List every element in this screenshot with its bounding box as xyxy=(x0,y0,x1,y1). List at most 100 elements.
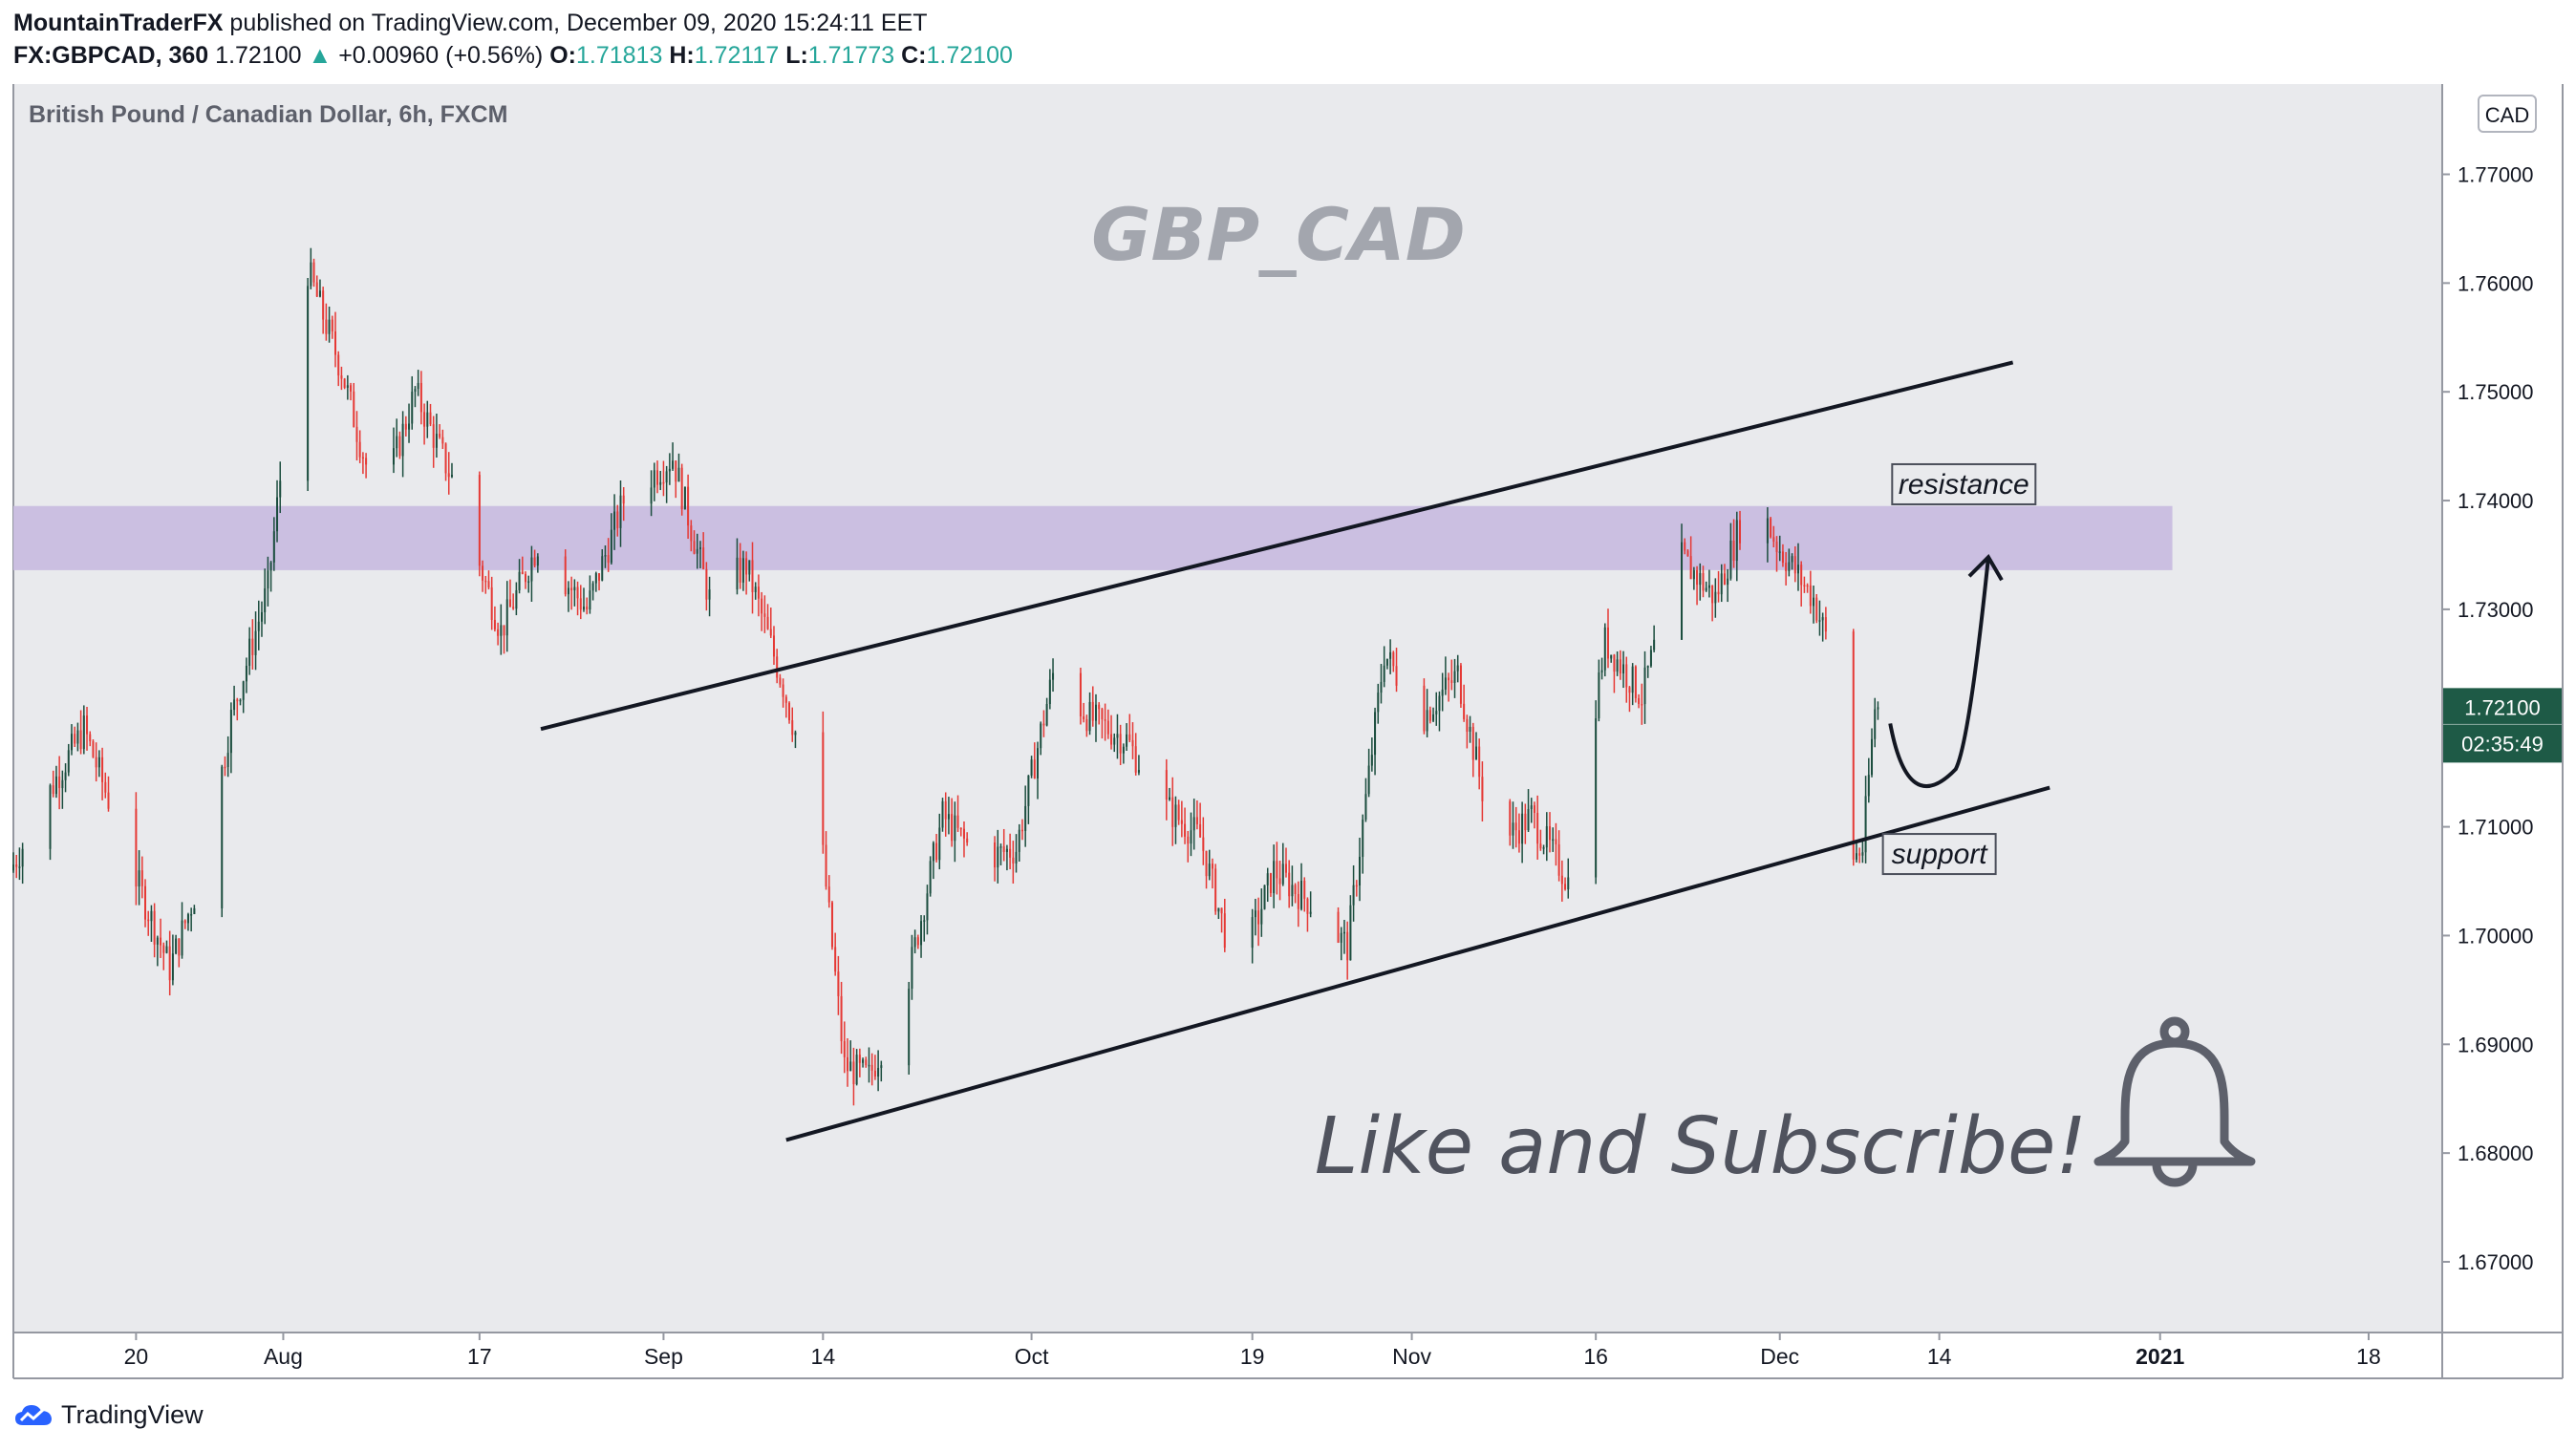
candle-body xyxy=(1778,551,1781,553)
candle-body xyxy=(994,842,997,868)
candle-body xyxy=(1015,851,1018,864)
support-label: support xyxy=(1892,839,1989,870)
time-tick-label: 17 xyxy=(467,1344,492,1369)
candle-body xyxy=(1220,907,1223,914)
currency-badge[interactable]: CAD xyxy=(2478,95,2537,133)
candle-body xyxy=(1800,565,1803,586)
candle-body xyxy=(1649,650,1652,667)
candle-body xyxy=(1266,873,1269,885)
candle-body xyxy=(97,757,100,768)
candle-body xyxy=(322,290,325,320)
time-tick-label: Oct xyxy=(1015,1344,1049,1369)
candle-body xyxy=(868,1064,870,1067)
candle-body xyxy=(665,471,668,483)
candle-body xyxy=(1469,726,1471,732)
candle-body xyxy=(107,792,110,809)
candle-body xyxy=(276,497,279,532)
candle-body xyxy=(79,730,82,750)
candle-body xyxy=(181,920,183,956)
tradingview-logo[interactable]: TradingView xyxy=(13,1400,204,1430)
candle-body xyxy=(1444,677,1447,690)
candle-body xyxy=(419,382,422,413)
candle-body xyxy=(1527,808,1530,831)
candle-body xyxy=(1079,672,1082,717)
candle-body xyxy=(435,434,438,448)
bell-icon xyxy=(2093,1016,2256,1187)
price-tick-label: 1.77000 xyxy=(2458,162,2534,186)
candle-body xyxy=(1564,884,1567,890)
candle-body xyxy=(769,629,772,636)
author-name[interactable]: MountainTraderFX xyxy=(13,10,224,36)
candle-body xyxy=(353,391,355,427)
candle-body xyxy=(61,779,64,789)
candle-body xyxy=(613,511,616,530)
time-tick-label: 20 xyxy=(124,1344,149,1369)
candle-body xyxy=(794,732,797,736)
candle-body xyxy=(1852,631,1855,860)
candle-body xyxy=(1260,908,1263,925)
candle-body xyxy=(1180,820,1183,824)
candle-body xyxy=(1364,794,1367,821)
candle-body xyxy=(1512,822,1514,836)
open-value: 1.71813 xyxy=(576,42,663,69)
candle-body xyxy=(1441,689,1444,696)
candle-body xyxy=(221,766,224,908)
candle-body xyxy=(15,864,18,867)
candle-body xyxy=(165,946,168,953)
publish-info: MountainTraderFX published on TradingVie… xyxy=(13,8,928,38)
plot-area[interactable] xyxy=(13,84,2442,1333)
candle-body xyxy=(858,1055,861,1063)
candle-body xyxy=(1134,746,1137,773)
candle-body xyxy=(444,443,447,474)
candle-body xyxy=(1552,839,1555,842)
candle-body xyxy=(58,776,61,789)
candle-body xyxy=(877,1068,880,1077)
candle-body xyxy=(147,919,150,922)
upper-trendline[interactable] xyxy=(540,360,2014,732)
candle-body xyxy=(1474,746,1477,760)
candle-body xyxy=(229,710,232,754)
resistance-label-box[interactable]: resistance xyxy=(1891,462,2037,505)
candle-body xyxy=(1214,868,1217,912)
candle-body xyxy=(862,1059,865,1063)
price-tick-label: 1.75000 xyxy=(2458,380,2534,404)
candle-body xyxy=(257,621,260,631)
support-label-box[interactable]: support xyxy=(1881,833,1997,876)
candle-body xyxy=(1428,710,1431,721)
candle-body xyxy=(518,571,521,590)
symbol-watermark: GBP_CAD xyxy=(1091,192,1466,277)
candle-body xyxy=(487,581,490,587)
candle-body xyxy=(1466,718,1469,732)
candle-body xyxy=(153,910,156,945)
candle-body xyxy=(1815,597,1818,621)
candle-body xyxy=(74,734,76,744)
candle-body xyxy=(1263,885,1266,909)
candle-body xyxy=(1018,829,1020,852)
candle-body xyxy=(1864,796,1867,853)
candle-body xyxy=(1616,659,1619,672)
candle-body xyxy=(67,750,70,773)
candle-body xyxy=(1119,734,1122,754)
lower-trendline[interactable] xyxy=(785,785,2050,1142)
candle-body xyxy=(1858,853,1861,856)
candle-body xyxy=(1278,878,1281,885)
like-subscribe-text: Like and Subscribe! xyxy=(1315,1101,2088,1192)
candle-body xyxy=(1128,734,1131,740)
candle-body xyxy=(503,625,505,636)
candle-body xyxy=(337,354,340,376)
candle-body xyxy=(408,423,411,430)
candle-body xyxy=(659,481,662,485)
candle-body xyxy=(248,638,251,667)
candle-body xyxy=(1254,910,1256,918)
candle-body xyxy=(932,842,934,862)
candle-body xyxy=(1091,701,1094,721)
candle-body xyxy=(1083,716,1085,720)
candle-body xyxy=(92,741,95,757)
candle-body xyxy=(1557,843,1560,876)
candle-body xyxy=(1824,617,1827,632)
candle-body xyxy=(82,715,85,750)
candle-body xyxy=(825,844,827,887)
candle-body xyxy=(1094,704,1097,721)
candle-body xyxy=(1450,680,1453,683)
